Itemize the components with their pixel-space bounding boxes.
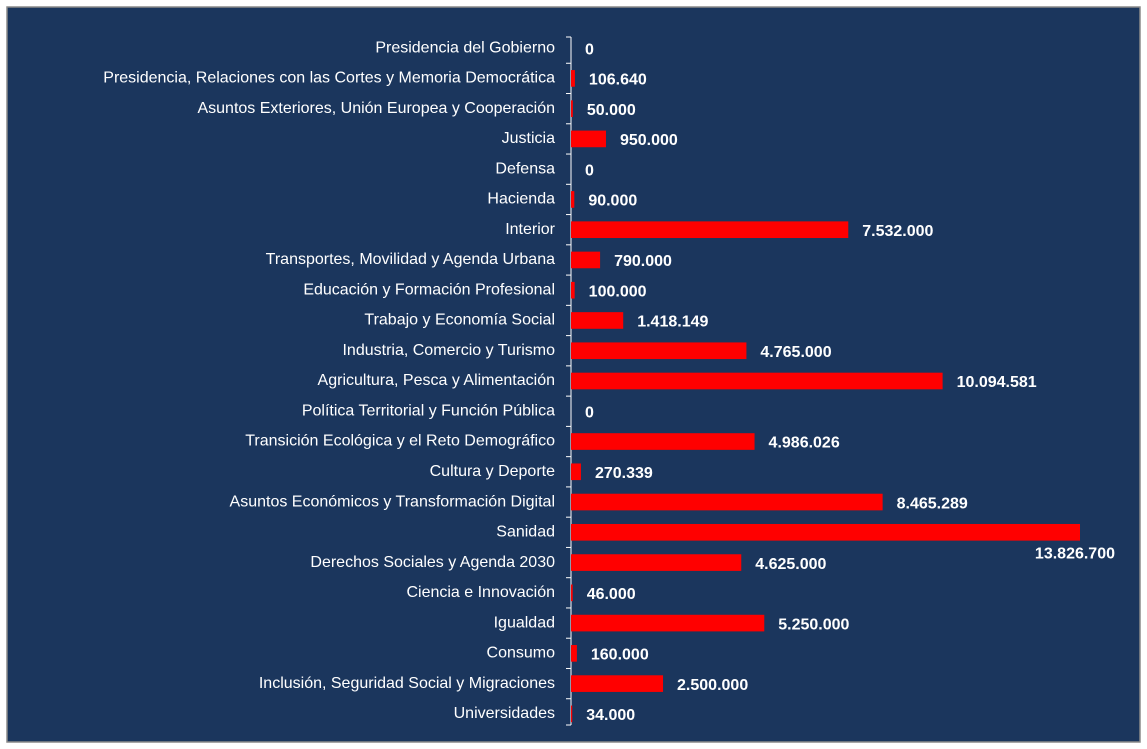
bar — [571, 191, 575, 208]
value-label: 950.000 — [620, 132, 678, 149]
bar — [571, 372, 943, 390]
value-label: 106.640 — [589, 72, 647, 89]
category-label: Inclusión, Seguridad Social y Migracione… — [259, 675, 555, 692]
category-label: Derechos Sociales y Agenda 2030 — [310, 554, 555, 571]
bar — [571, 342, 747, 360]
bar — [571, 70, 575, 87]
bar — [571, 493, 883, 511]
category-label: Hacienda — [487, 191, 555, 208]
category-label: Asuntos Económicos y Transformación Digi… — [230, 493, 555, 510]
bar — [571, 281, 575, 299]
value-label: 90.000 — [588, 193, 637, 210]
category-label: Transportes, Movilidad y Agenda Urbana — [266, 251, 555, 268]
category-label: Asuntos Exteriores, Unión Europea y Coop… — [197, 100, 555, 117]
value-label: 10.094.581 — [957, 374, 1037, 391]
bar — [571, 312, 624, 329]
category-label: Defensa — [495, 160, 555, 177]
value-label: 4.765.000 — [760, 344, 831, 361]
value-label: 46.000 — [587, 586, 636, 603]
bar — [571, 584, 573, 602]
value-label: 8.465.289 — [897, 495, 968, 512]
bar — [571, 463, 581, 481]
bar — [571, 523, 1080, 541]
bar — [571, 130, 606, 148]
value-label: 5.250.000 — [778, 616, 849, 633]
value-label: 790.000 — [614, 253, 672, 270]
value-label: 0 — [585, 41, 594, 58]
category-label: Igualdad — [494, 614, 555, 631]
value-label: 4.986.026 — [769, 435, 840, 452]
bar — [571, 221, 849, 239]
category-label: Presidencia, Relaciones con las Cortes y… — [103, 70, 555, 87]
bar — [571, 675, 664, 692]
value-label: 160.000 — [591, 647, 649, 664]
bar — [571, 251, 601, 269]
value-label: 0 — [585, 404, 594, 421]
value-label: 50.000 — [587, 102, 636, 119]
value-label: 2.500.000 — [677, 677, 748, 694]
bar — [571, 645, 577, 662]
value-label: 7.532.000 — [862, 223, 933, 240]
category-label: Agricultura, Pesca y Alimentación — [318, 372, 555, 389]
value-label: 0 — [585, 162, 594, 179]
category-label: Sanidad — [496, 524, 555, 541]
category-label: Cultura y Deporte — [430, 463, 555, 480]
bar — [571, 705, 573, 723]
value-label: 1.418.149 — [637, 314, 708, 331]
value-label: 270.339 — [595, 465, 653, 482]
category-label: Ciencia e Innovación — [406, 584, 555, 601]
category-label: Presidencia del Gobierno — [375, 39, 555, 56]
category-label: Interior — [505, 221, 555, 238]
value-label: 100.000 — [589, 283, 647, 300]
bar — [571, 433, 755, 450]
category-label: Universidades — [454, 705, 555, 722]
category-label: Trabajo y Economía Social — [364, 312, 555, 329]
category-label: Justicia — [502, 130, 555, 147]
category-label: Transición Ecológica y el Reto Demográfi… — [245, 433, 555, 450]
value-label: 13.826.700 — [1035, 546, 1115, 563]
bar — [571, 100, 573, 117]
category-label: Educación y Formación Profesional — [303, 281, 555, 298]
bar — [571, 614, 765, 632]
category-label: Política Territorial y Función Pública — [302, 402, 555, 419]
value-label: 34.000 — [586, 707, 635, 724]
category-label: Consumo — [487, 645, 556, 662]
category-label: Industria, Comercio y Turismo — [342, 342, 555, 359]
bar — [571, 554, 742, 571]
value-label: 4.625.000 — [755, 556, 826, 573]
